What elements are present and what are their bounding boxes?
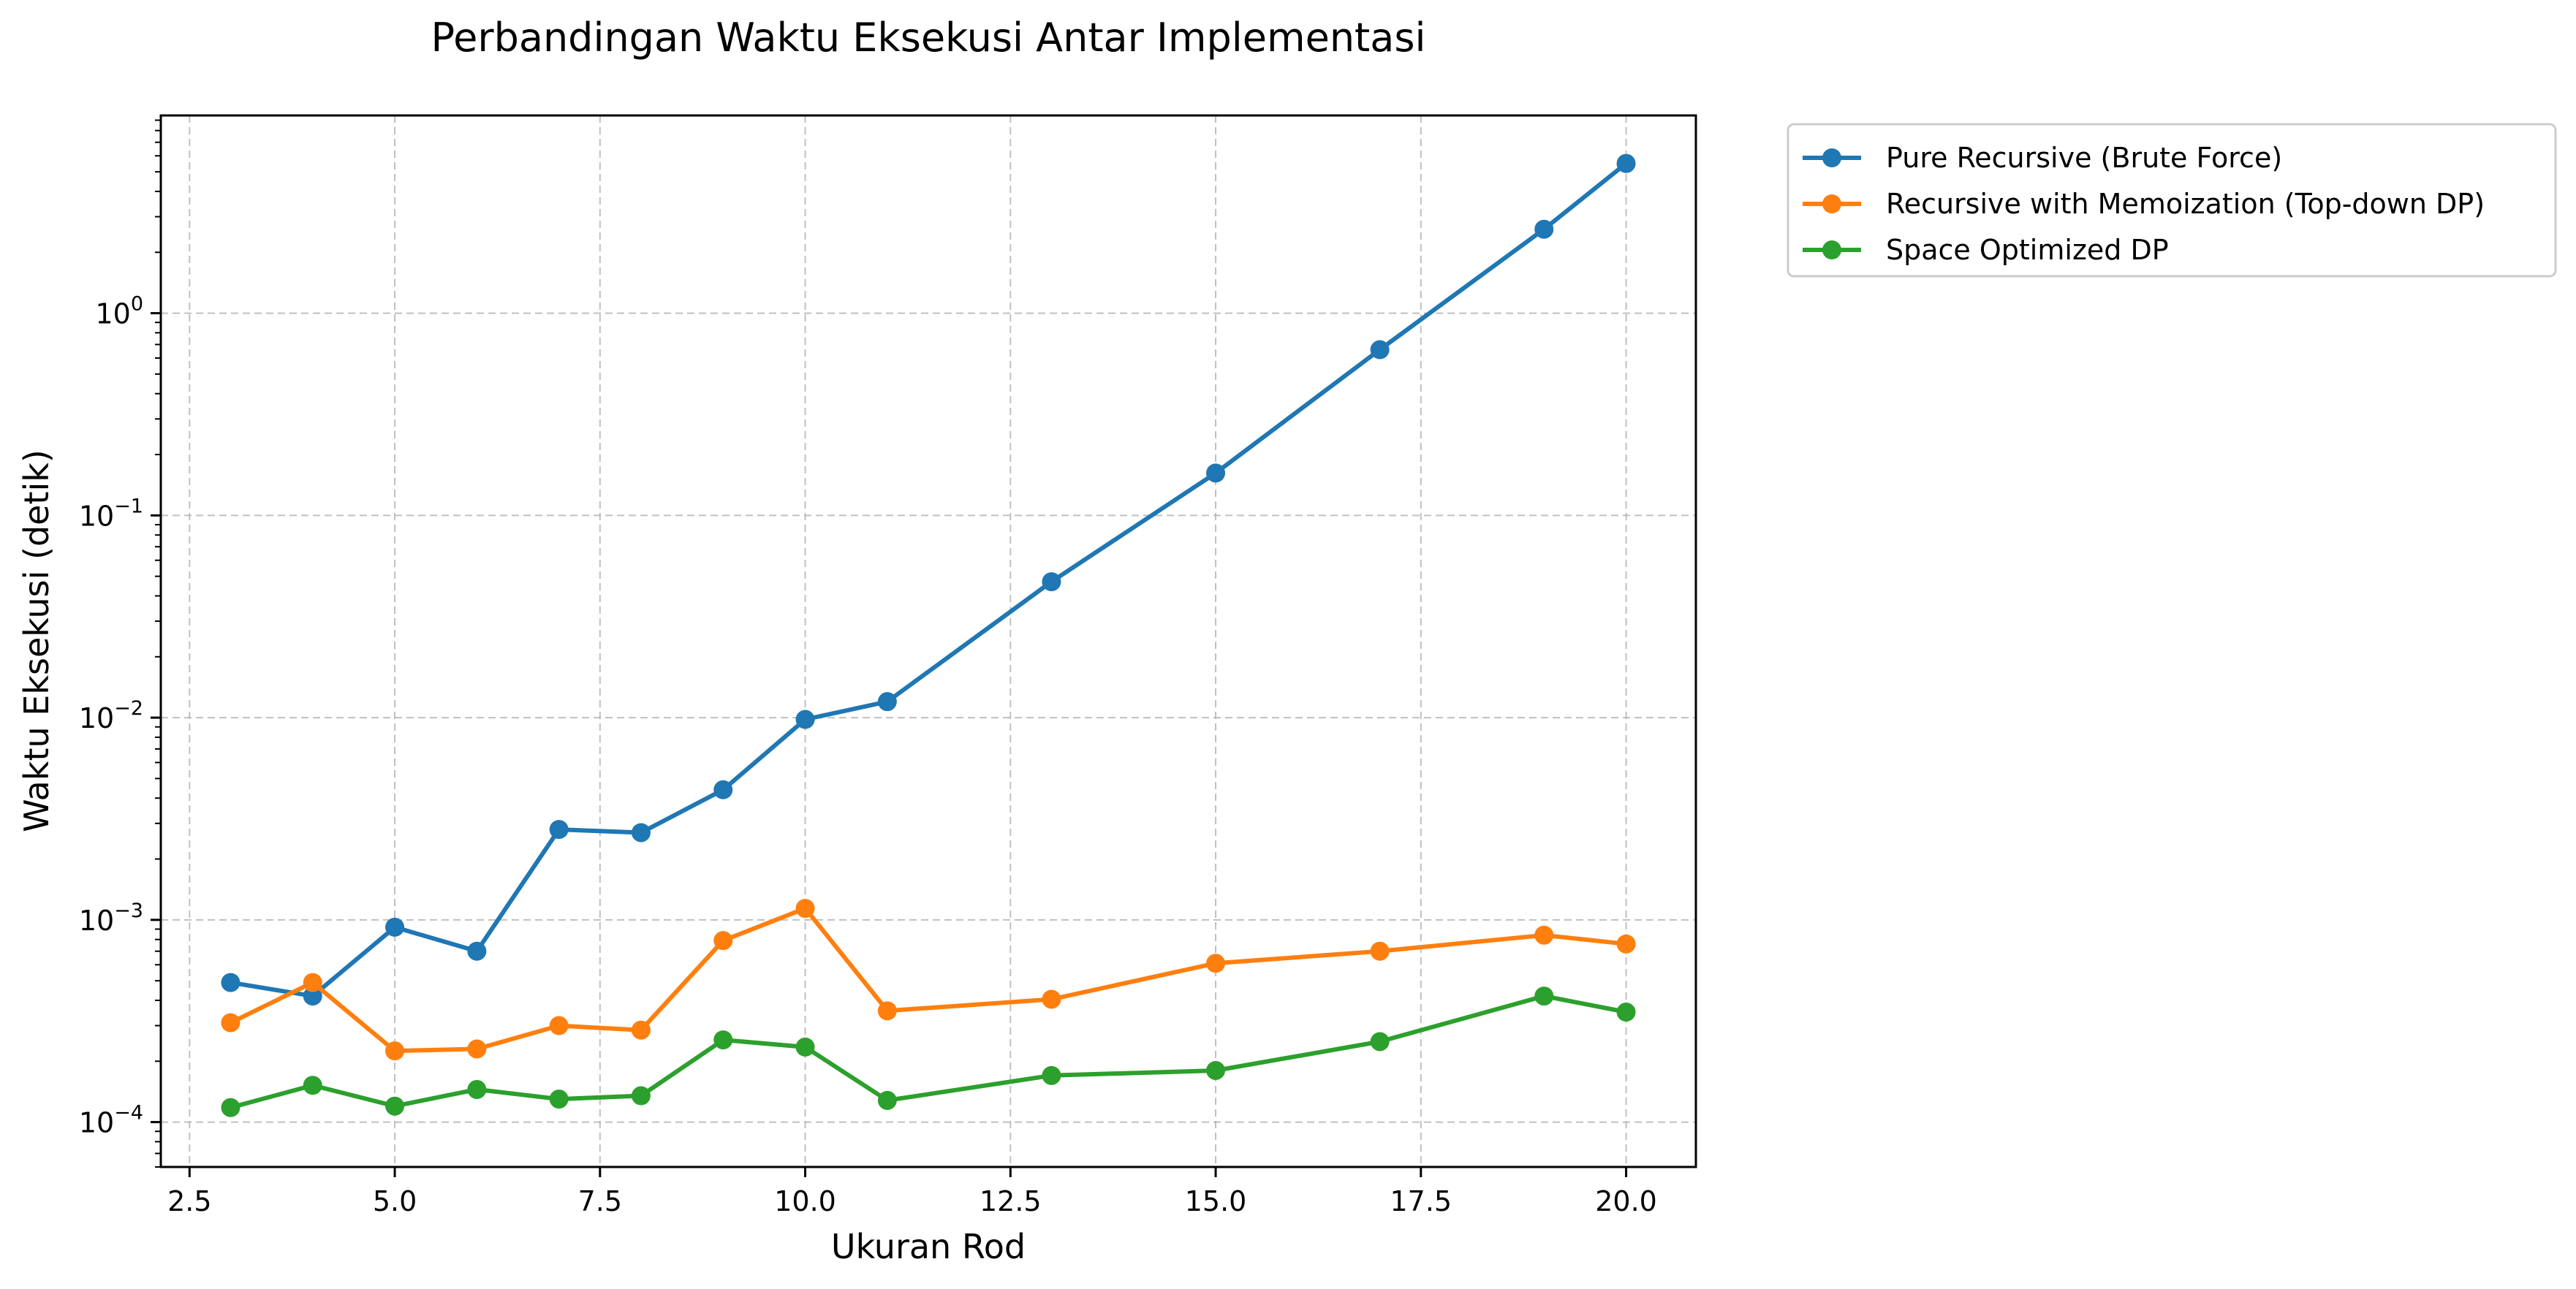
- series-3: [221, 986, 1636, 1117]
- x-tick-label: 20.0: [1595, 1185, 1657, 1217]
- data-point: [631, 823, 651, 843]
- legend-label: Pure Recursive (Brute Force): [1886, 142, 2282, 174]
- legend-item: Space Optimized DP: [1803, 234, 2169, 266]
- data-point: [1616, 153, 1636, 173]
- data-point: [1206, 463, 1226, 483]
- data-point: [221, 973, 240, 992]
- data-point: [1616, 934, 1636, 954]
- data-point: [467, 1039, 487, 1059]
- legend-label: Space Optimized DP: [1886, 234, 2169, 266]
- data-point: [1370, 340, 1390, 360]
- data-point: [877, 692, 897, 712]
- data-point: [1042, 1065, 1061, 1085]
- y-tick-label: 10−2: [79, 697, 143, 734]
- data-point: [221, 1013, 240, 1033]
- data-point: [221, 1098, 240, 1117]
- series-layer: [221, 153, 1636, 1117]
- data-point: [713, 931, 733, 951]
- y-axis: 10−4 10−3 10−2 10−1 100: [79, 119, 161, 1168]
- data-point: [1534, 925, 1554, 945]
- data-point: [631, 1020, 651, 1040]
- data-point: [877, 1001, 897, 1021]
- x-tick-label: 7.5: [578, 1185, 622, 1217]
- grid: [161, 115, 1696, 1167]
- legend-item: Pure Recursive (Brute Force): [1803, 142, 2282, 174]
- legend-box: [1787, 123, 2557, 278]
- data-point: [1206, 954, 1226, 973]
- x-tick-label: 5.0: [373, 1185, 417, 1217]
- data-point: [385, 1096, 405, 1116]
- data-point: [713, 780, 733, 799]
- data-point: [549, 820, 569, 840]
- legend-item: Recursive with Memoization (Top-down DP): [1803, 188, 2485, 220]
- legend-marker: [1822, 148, 1841, 167]
- data-point: [877, 1090, 897, 1110]
- data-point: [795, 1037, 815, 1057]
- legend-marker: [1822, 240, 1841, 259]
- data-point: [385, 1041, 405, 1061]
- data-point: [303, 973, 322, 992]
- series-1: [221, 153, 1636, 1006]
- data-point: [303, 986, 322, 1006]
- x-axis: 2.5 5.0 7.5 10.0 12.5 15.0 17.5 20.0: [167, 1167, 1657, 1217]
- data-point: [631, 1086, 651, 1106]
- data-point: [1042, 572, 1061, 592]
- series-line: [230, 994, 1627, 1110]
- y-tick-label: 10−1: [79, 495, 143, 532]
- data-point: [549, 1016, 569, 1035]
- chart-title: Perbandingan Waktu Eksekusi Antar Implem…: [431, 15, 1426, 61]
- data-point: [1042, 989, 1061, 1009]
- series-line: [230, 906, 1626, 1054]
- data-point: [795, 899, 815, 919]
- data-point: [303, 1076, 322, 1095]
- legend-label: Recursive with Memoization (Top-down DP): [1886, 188, 2485, 220]
- y-tick-label: 10−4: [79, 1102, 143, 1139]
- data-point: [1534, 986, 1554, 1006]
- data-point: [713, 1030, 733, 1050]
- legend-marker: [1822, 194, 1841, 213]
- legend: Pure Recursive (Brute Force) Recursive wi…: [1787, 123, 2557, 278]
- data-point: [1616, 1003, 1636, 1022]
- x-axis-label: Ukuran Rod: [831, 1227, 1026, 1266]
- data-point: [467, 941, 487, 961]
- data-point: [549, 1090, 569, 1109]
- plot-frame: [159, 114, 1697, 1168]
- x-tick-label: 15.0: [1185, 1185, 1247, 1217]
- y-tick-label: 100: [95, 293, 143, 330]
- data-point: [795, 710, 815, 729]
- series-line: [230, 161, 1628, 999]
- data-point: [385, 917, 405, 937]
- data-point: [1534, 219, 1554, 239]
- y-tick-label: 10−3: [79, 900, 143, 937]
- x-tick-label: 12.5: [980, 1185, 1042, 1217]
- y-axis-label: Waktu Eksekusi (detik): [17, 449, 56, 832]
- x-tick-label: 2.5: [167, 1185, 211, 1217]
- x-tick-label: 10.0: [774, 1185, 836, 1217]
- data-point: [467, 1079, 487, 1099]
- data-point: [1370, 1032, 1390, 1052]
- data-point: [1370, 941, 1390, 961]
- data-point: [1206, 1060, 1226, 1080]
- series-2: [221, 899, 1636, 1061]
- x-tick-label: 17.5: [1390, 1185, 1452, 1217]
